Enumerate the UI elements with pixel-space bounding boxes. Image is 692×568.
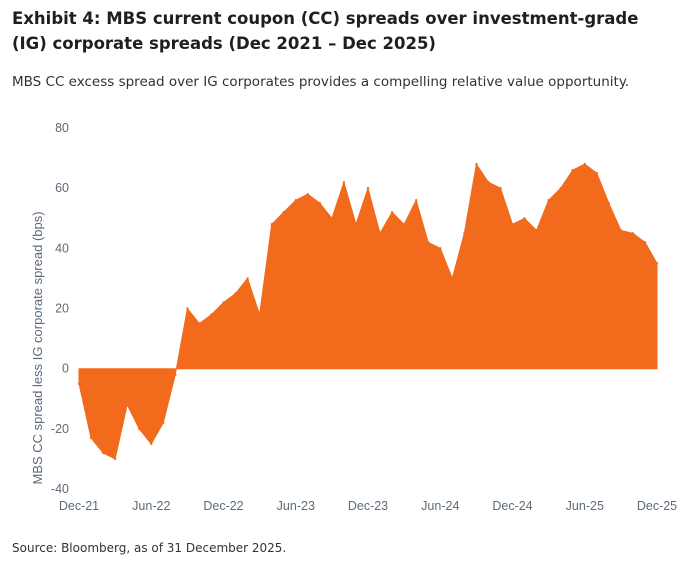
x-tick-label: Dec-25 (637, 499, 677, 513)
data-point (246, 277, 249, 280)
chart-subtitle: MBS CC excess spread over IG corporates … (12, 74, 630, 90)
source-note: Source: Bloomberg, as of 31 December 202… (12, 541, 287, 555)
spread-area-series (78, 163, 658, 460)
data-point (655, 262, 659, 265)
data-point (643, 241, 647, 244)
data-point (222, 301, 225, 304)
y-axis-title: MBS CC spread less IG corporate spread (… (30, 211, 45, 484)
data-point (511, 223, 514, 226)
y-tick-label: 80 (55, 121, 69, 135)
data-point (294, 199, 297, 202)
data-point (126, 403, 129, 406)
x-tick-label: Dec-21 (59, 499, 99, 513)
data-point (258, 313, 261, 316)
plot-area (77, 162, 659, 461)
data-point (174, 373, 177, 376)
data-point (499, 187, 502, 190)
y-tick-label: -40 (51, 482, 69, 496)
data-point (475, 162, 478, 166)
y-tick-label: -20 (51, 422, 69, 436)
data-point (113, 457, 117, 461)
data-point (270, 223, 273, 226)
data-point (366, 187, 370, 190)
data-point (415, 199, 418, 202)
data-point (318, 202, 321, 205)
data-point (162, 421, 165, 424)
data-point (89, 436, 93, 440)
data-point (402, 223, 406, 226)
y-tick-label: 0 (62, 362, 69, 376)
area-chart: 80 60 40 20 0 -20 -40 Dec-21 Jun-22 Dec-22 Jun-23… (30, 121, 677, 513)
data-point (138, 427, 141, 430)
data-point (378, 232, 382, 235)
x-tick-label: Dec-24 (492, 499, 532, 513)
x-axis: Dec-21 Jun-22 Dec-22 Jun-23 Dec-23 Jun-24 Dec-… (59, 499, 677, 513)
data-point (583, 162, 586, 166)
data-point (342, 181, 346, 184)
data-point (631, 232, 635, 235)
x-tick-label: Dec-22 (203, 499, 243, 513)
data-point (571, 168, 574, 172)
x-tick-label: Dec-23 (348, 499, 388, 513)
x-tick-label: Jun-23 (277, 499, 315, 513)
data-point (619, 229, 623, 232)
y-axis: 80 60 40 20 0 -20 -40 (51, 121, 69, 496)
data-point (150, 442, 153, 446)
data-point (427, 241, 430, 244)
y-tick-label: 60 (55, 181, 69, 195)
y-tick-label: 40 (55, 241, 69, 255)
data-point (523, 217, 526, 220)
data-point (234, 292, 237, 295)
data-point (451, 277, 454, 280)
data-point (330, 217, 334, 220)
data-point (101, 451, 105, 455)
data-point (186, 307, 189, 310)
data-point (463, 232, 466, 235)
data-point (390, 211, 394, 214)
chart-title: Exhibit 4: MBS current coupon (CC) sprea… (12, 9, 639, 53)
data-point (547, 199, 550, 202)
x-tick-label: Jun-24 (421, 499, 459, 513)
y-tick-label: 20 (55, 302, 69, 316)
data-point (439, 247, 442, 250)
data-point (282, 211, 285, 214)
data-point (559, 187, 562, 190)
data-point (198, 322, 201, 325)
x-tick-label: Jun-22 (132, 499, 170, 513)
data-point (77, 382, 81, 385)
data-point (306, 193, 309, 196)
data-point (607, 202, 610, 205)
data-point (487, 181, 490, 184)
data-point (210, 313, 213, 316)
x-tick-label: Jun-25 (566, 499, 604, 513)
data-point (535, 229, 538, 232)
data-point (354, 223, 358, 226)
data-point (595, 171, 598, 175)
